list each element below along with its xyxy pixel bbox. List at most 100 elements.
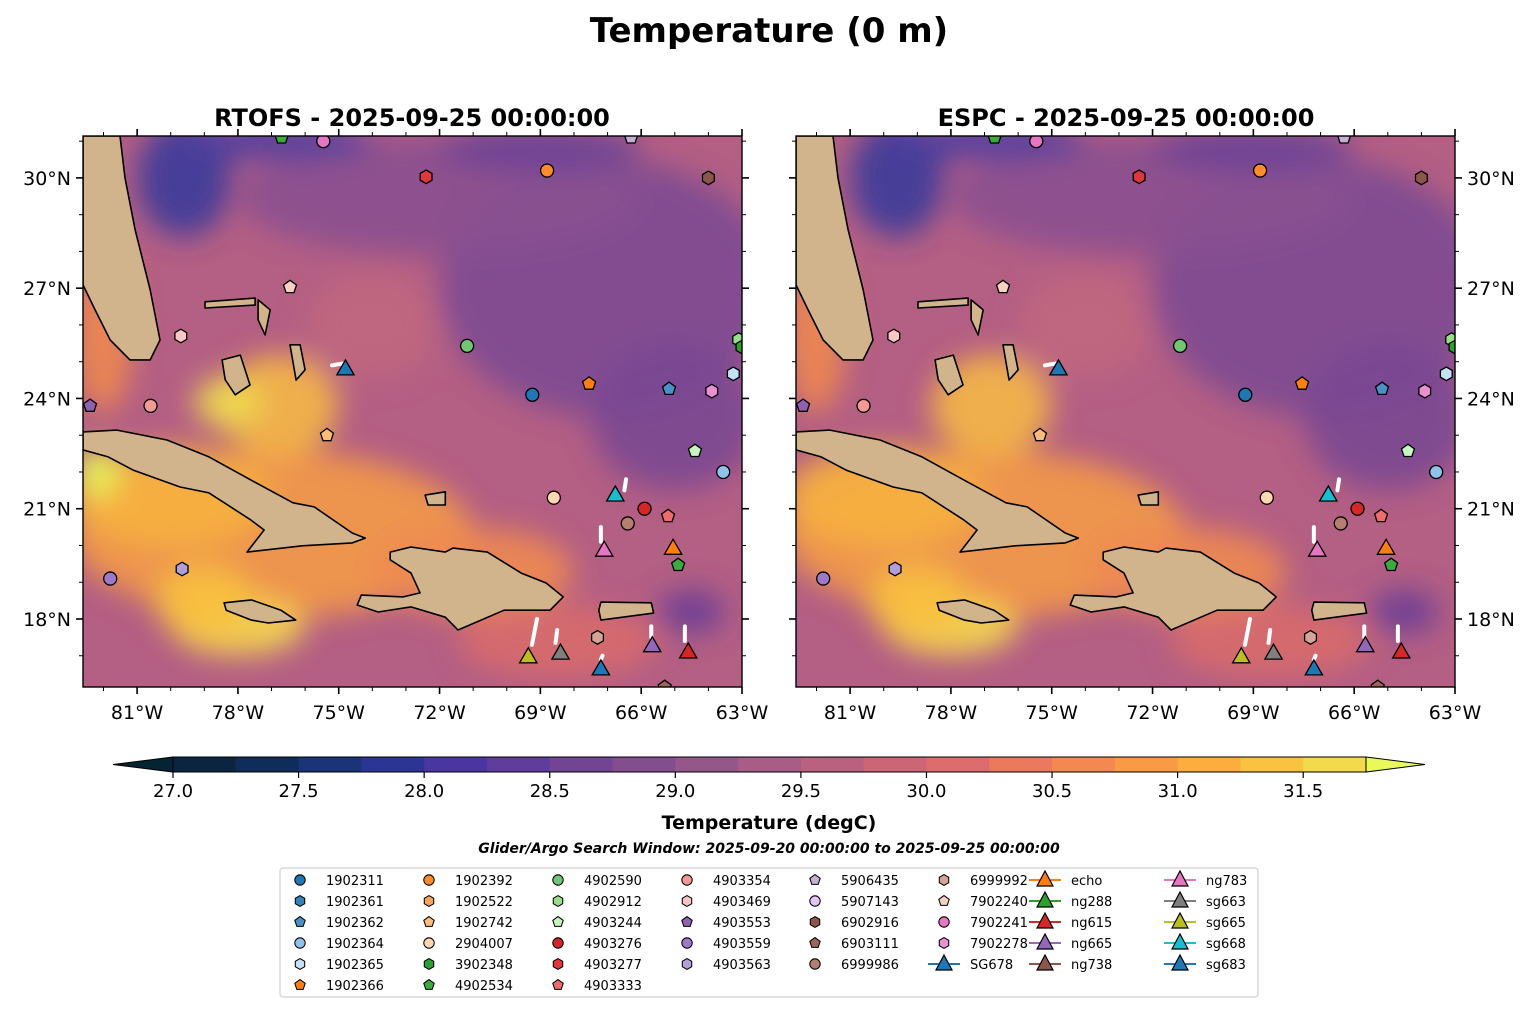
legend-marker [809,958,821,970]
legend-label: 5906435 [841,874,899,889]
marker-4903333 [1373,508,1389,523]
colorbar-tick-label: 27.5 [279,781,319,802]
marker-4902534 [987,136,1002,144]
legend-item-6903111: 6903111 [809,936,899,952]
legend-marker [423,957,435,971]
legend-item-6999992: 6999992 [938,873,1028,889]
legend-marker [552,874,564,886]
legend-marker [1171,890,1189,908]
marker-7902240 [995,279,1011,294]
marker-1902742 [1032,427,1048,442]
legend-label: ng738 [1071,958,1112,973]
legend-frame [279,867,1259,998]
marker-sg683 [1304,658,1324,676]
marker-6999986 [620,516,635,531]
land-cuba [83,429,367,553]
marker-sg668 [1318,484,1339,502]
glider-track-sg668 [1335,477,1342,493]
marker-1902364 [716,464,731,480]
marker-SG678 [335,358,356,376]
marker-1902364 [1429,464,1444,480]
marker-sg663 [550,642,571,660]
legend-marker [681,894,693,908]
marker-3902348 [1448,339,1455,355]
legend-label: 4903333 [584,979,642,994]
legend-item-1902361: 1902361 [294,894,384,910]
colorbar-bin [989,757,1053,772]
legend-label: 1902365 [326,958,384,973]
lon-tick-label: 78°W [925,702,978,724]
legend: 1902311 1902361 1902362 1902364 1902365 19023… [279,867,1259,998]
map-espc[interactable]: 81°W 78°W 75°W 72°W 69°W 66°W 63°W 18°N 21°N 24°N… [783,119,1515,724]
lat-tick-label: 27°N [1467,278,1515,300]
marker-4903333 [660,508,676,523]
land-jamaica [223,599,297,624]
axes-frame [82,135,743,688]
colorbar-tick-label: 29.0 [655,781,695,802]
land-eleuthera [289,343,306,381]
legend-label: 4903553 [713,916,771,931]
glider-track-sg663 [1266,628,1273,645]
lon-tick-label: 72°W [413,702,466,724]
land-puerto-rico [597,601,655,621]
legend-label: SG678 [970,958,1013,973]
colorbar-tick-label: 30.0 [906,781,946,802]
marker-sg665 [1231,646,1252,664]
colorbar-bin [800,757,865,772]
marker-6903111 [657,679,672,687]
land-great-inagua [1137,490,1160,506]
legend-item-SG678: SG678 [928,953,1013,973]
colorbar-tick-label: 29.5 [781,781,821,802]
marker-6999986 [1333,516,1348,531]
colorbar-bin [1240,757,1304,772]
map-rtofs[interactable]: 81°W 78°W 75°W 72°W 69°W 66°W 63°W 18°N 21°N 24°N… [23,119,775,724]
legend-label: ng665 [1071,937,1112,952]
lon-tick-label: 75°W [313,702,366,724]
legend-label: 4903244 [584,916,642,931]
marker-2904007 [546,490,561,505]
legend-item-2904007: 2904007 [423,937,513,952]
lat-tick-label: 30°N [23,168,71,190]
legend-label: 4903469 [713,895,771,910]
glider-track-sg683 [598,653,605,662]
colorbar: 27.0 27.5 28.0 28.5 29.0 29.5 30.0 30.5 31.0 31.5 [112,756,1426,802]
glider-track-sg665 [1242,616,1253,647]
marker-echo [1376,538,1396,555]
land-hispaniola [1069,546,1277,631]
legend-marker [294,874,306,886]
legend-item-4903244: 4903244 [552,915,642,931]
marker-4903244 [1400,443,1416,458]
legend-marker [1036,953,1054,971]
legend-label: 4902534 [455,979,513,994]
marker-7902240 [282,279,298,294]
colorbar-tick-label: 28.0 [404,781,444,802]
land-grand-bahama [204,297,256,309]
legend-item-ng783: ng783 [1164,869,1247,889]
legend-item-6999986: 6999986 [809,958,899,973]
marker-7902278 [1418,383,1432,399]
legend-marker [935,953,953,971]
legend-item-ng288: ng288 [1029,890,1112,910]
marker-6902916 [701,170,715,186]
legend-label: 7902240 [970,895,1028,910]
lon-tick-label: 75°W [1026,702,1079,724]
marker-7902241 [316,136,331,149]
marker-1902392 [539,163,555,178]
legend-label: 1902362 [326,916,384,931]
legend-marker [681,957,693,971]
legend-marker [938,916,950,928]
legend-marker [1036,932,1054,950]
legend-marker [938,894,950,906]
legend-marker [423,894,435,908]
legend-marker [294,915,306,927]
legend-label: ng783 [1206,874,1247,889]
legend-marker [1171,869,1189,887]
legend-item-1902365: 1902365 [294,957,384,973]
legend-marker [552,937,564,949]
legend-marker [294,937,306,949]
legend-label: 4903354 [713,874,771,889]
legend-label: 3902348 [455,958,513,973]
legend-item-4903469: 4903469 [681,894,771,910]
marker-ng783 [594,539,615,557]
